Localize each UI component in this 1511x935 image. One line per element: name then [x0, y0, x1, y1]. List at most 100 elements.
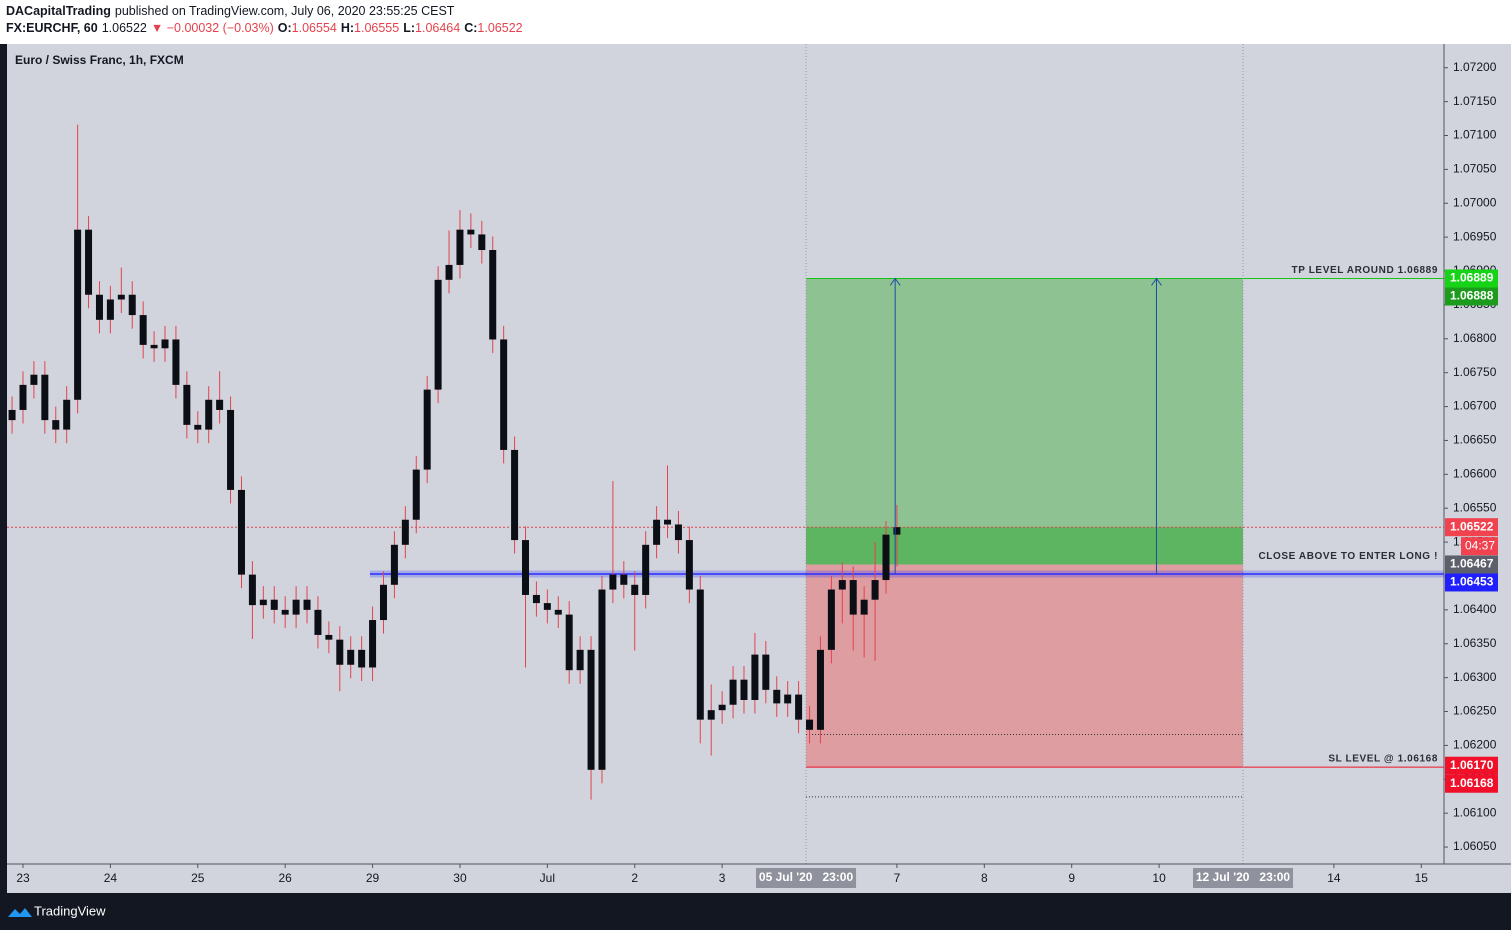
candle-body	[106, 299, 114, 320]
plot: TP LEVEL AROUND 1.06889 CLOSE ABOVE TO EN…	[7, 44, 1511, 888]
ohlc-key: O:	[278, 21, 292, 35]
y-tick-label: 1.06700	[1453, 399, 1497, 413]
candle-body	[379, 584, 387, 621]
candle-body	[445, 264, 453, 280]
x-tick-label: 26	[278, 871, 292, 885]
arrow-head	[889, 277, 901, 286]
candle-body	[128, 294, 136, 316]
candle-body	[773, 689, 781, 704]
price-badge-label: 1.06168	[1450, 776, 1494, 790]
candle-body	[227, 409, 235, 490]
candle-body	[401, 519, 409, 545]
x-tick-label: 15	[1415, 871, 1429, 885]
candle-body	[511, 449, 519, 541]
price-badge	[1445, 756, 1498, 775]
price-badge	[1445, 774, 1498, 793]
time-badge	[756, 868, 857, 888]
header-bg	[0, 0, 1511, 44]
candle-body	[303, 599, 311, 610]
x-tick-label: 24	[104, 871, 118, 885]
candle-body	[674, 524, 682, 541]
y-tick-label: 1.07200	[1453, 60, 1497, 74]
candle-body	[718, 704, 726, 711]
logo	[8, 908, 32, 917]
candle-body	[598, 589, 606, 770]
candle-body	[893, 527, 901, 535]
candle-body	[281, 609, 289, 615]
time-badge	[1192, 868, 1293, 888]
ohlc-key: C:	[464, 21, 477, 35]
price-badge-label: 1.06467	[1450, 557, 1494, 571]
candle-body	[642, 544, 650, 595]
candle-body	[762, 654, 770, 690]
candle-body	[838, 580, 846, 590]
candle-body	[52, 420, 60, 430]
x-tick-label: 8	[981, 871, 988, 885]
candle-body	[423, 389, 431, 470]
brand: TradingView	[34, 903, 106, 918]
ohlc-value: 1.06555	[354, 21, 399, 35]
candle-body	[292, 599, 300, 615]
candle-body	[347, 649, 355, 665]
candle-body	[653, 519, 661, 545]
candle-body	[751, 654, 759, 700]
y-tick-label: 1.06650	[1453, 433, 1497, 447]
footer-bg	[0, 893, 1511, 930]
ohlc-key: L:	[403, 21, 415, 35]
ohlc-value: 1.06522	[477, 21, 522, 35]
author: DACapitalTrading	[6, 4, 111, 18]
candle-body	[664, 519, 672, 525]
candle-body	[576, 649, 584, 671]
candle-body	[314, 609, 322, 635]
candle-body	[467, 229, 475, 235]
candle-body	[543, 603, 551, 610]
publish-line: DACapitalTrading published on TradingView…	[6, 4, 455, 18]
arrow-head	[1151, 277, 1162, 286]
x-tick-label: 7	[894, 871, 901, 885]
time-badge-label: 05 Jul '20 23:00	[759, 870, 854, 884]
x-tick-label: 30	[453, 871, 467, 885]
countdown-label: 04:37	[1465, 538, 1495, 552]
y-tick-label: 1.07050	[1453, 162, 1497, 176]
candle-body	[161, 339, 169, 349]
candle-body	[270, 599, 278, 610]
candle-body	[565, 614, 573, 671]
x-tick-label: 9	[1068, 871, 1075, 885]
candle-body	[620, 574, 628, 585]
candle-body	[554, 609, 562, 615]
profit-zone	[806, 278, 1243, 565]
x-tick-label: 3	[719, 871, 726, 885]
time-badge-label: 12 Jul '20 23:00	[1196, 870, 1291, 884]
last: 1.06522	[102, 21, 147, 35]
chart-bg	[0, 44, 1511, 893]
candle-body	[172, 339, 180, 385]
candle-body	[390, 544, 398, 585]
candle-body	[456, 229, 464, 265]
y-tick-label: 1.06400	[1453, 602, 1497, 616]
candle-body	[827, 589, 835, 650]
ohlc-value: 1.06464	[415, 21, 460, 35]
annotation: TP LEVEL AROUND 1.06889	[1292, 265, 1438, 276]
active-zone	[806, 527, 1243, 565]
y-tick-label: 1.07100	[1453, 128, 1497, 142]
candle-body	[434, 279, 442, 390]
price-badge	[1445, 555, 1498, 574]
candle-body	[849, 580, 857, 615]
candle-body	[369, 620, 377, 668]
candle-body	[30, 374, 38, 385]
candle-body	[19, 384, 27, 410]
x-tick-label: Jul	[540, 871, 555, 885]
candle-body	[882, 534, 890, 581]
candle-body	[248, 574, 256, 606]
y-tick-label: 1.06600	[1453, 467, 1497, 481]
candle-body	[205, 399, 213, 430]
ohlc-key: H:	[341, 21, 354, 35]
price-badge-label: 1.06522	[1450, 519, 1494, 533]
candle-body	[237, 489, 245, 575]
quote-line: FX:EURCHF, 60 1.06522 ▼ −0.00032 (−0.03%) O…	[6, 21, 523, 35]
candle-body	[412, 469, 420, 520]
price-badge-label: 1.06453	[1450, 575, 1494, 589]
candle-body	[489, 250, 497, 340]
